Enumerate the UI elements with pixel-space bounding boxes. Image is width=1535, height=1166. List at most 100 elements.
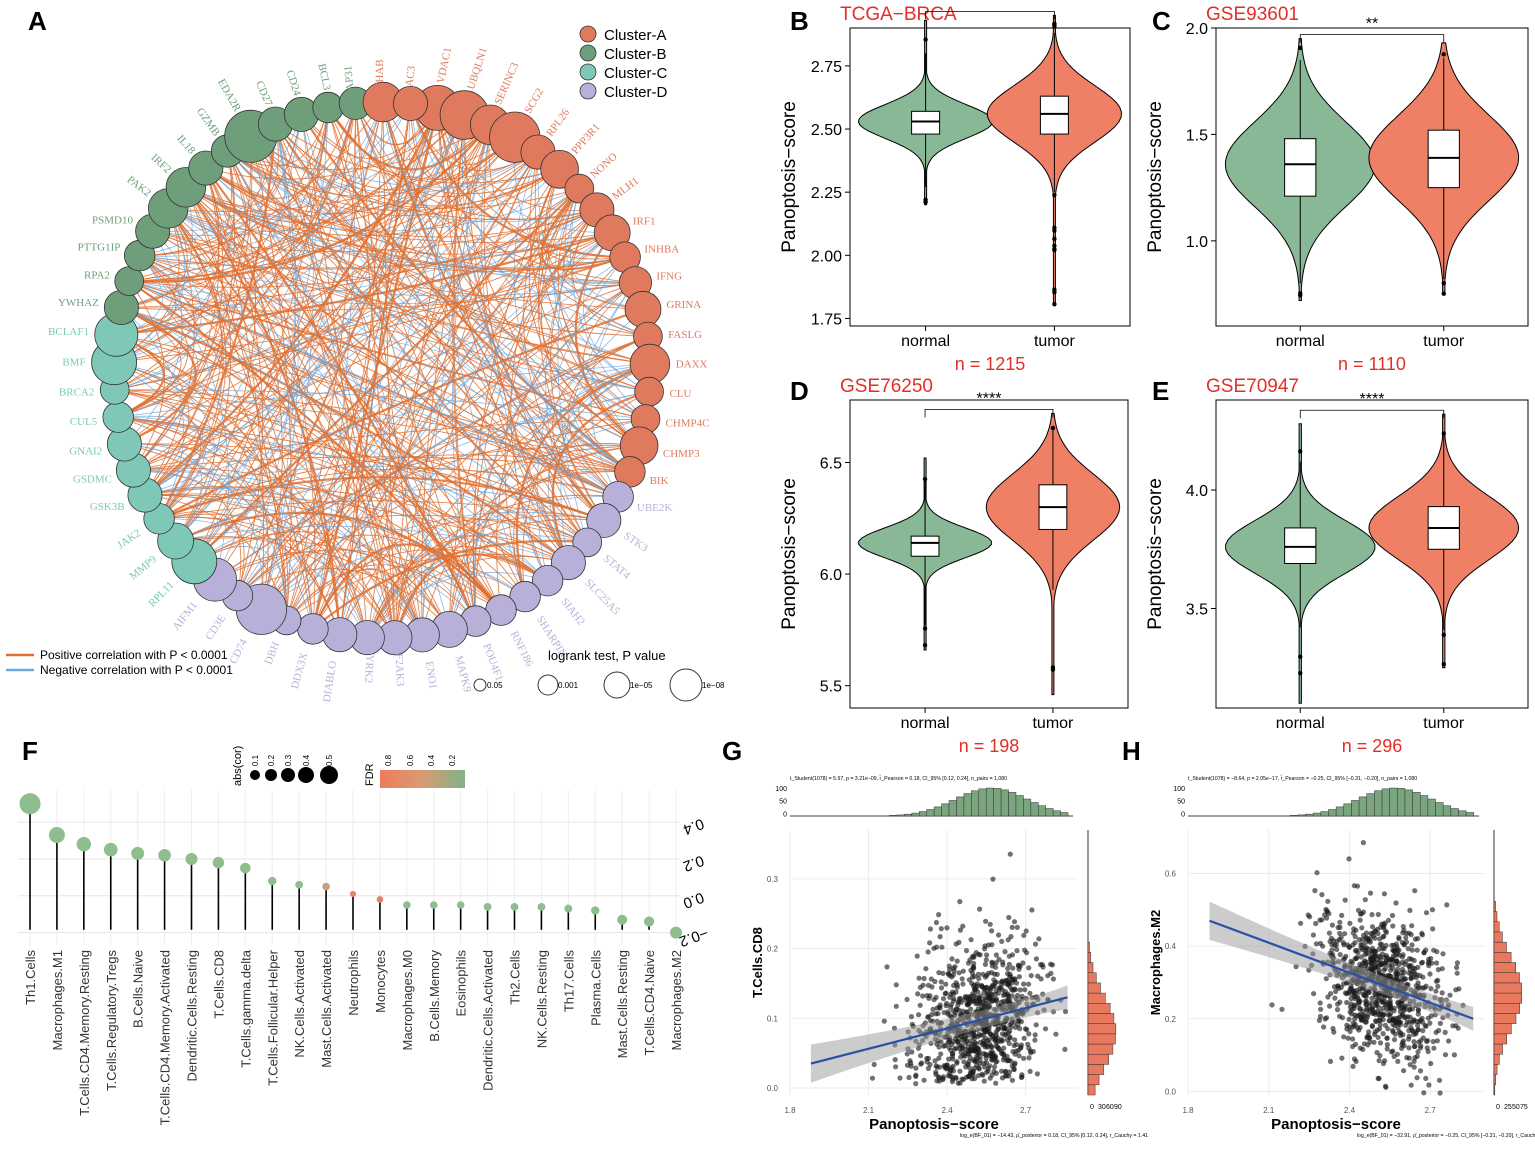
scatter-point <box>940 996 947 1002</box>
scatter-point <box>1348 958 1354 965</box>
abs-cor-dot-5 <box>320 766 338 784</box>
scatter-point <box>982 946 988 952</box>
network-edge <box>236 107 439 596</box>
outlier-point <box>1298 671 1303 676</box>
node-label-grina: GRINA <box>666 299 701 311</box>
network-edge <box>114 107 329 391</box>
x-tick-label-tumor: tumor <box>1423 333 1465 350</box>
scatter-point <box>1369 995 1375 1001</box>
scatter-point <box>1022 1026 1029 1032</box>
category-label-th2-cells: Th2.Cells <box>508 950 523 1005</box>
scatter-point <box>1348 985 1354 992</box>
node-label-bclaf1: BCLAF1 <box>48 326 89 338</box>
scatter-point <box>991 1068 997 1074</box>
significance-bracket <box>924 408 1054 418</box>
scatter-point <box>1048 961 1054 967</box>
scatter-point <box>1316 1017 1322 1024</box>
network-edge <box>504 209 598 597</box>
scatter-point <box>972 1043 978 1049</box>
scatter-point <box>1454 970 1460 976</box>
x-tick-label-normal: normal <box>901 715 950 732</box>
scatter-point <box>1327 1003 1333 1009</box>
network-edge <box>114 256 626 391</box>
size-legend: logrank test, P value 0.05 0.001 1e−05 1… <box>473 648 725 702</box>
scatter-point <box>942 1043 948 1049</box>
scatter-point <box>1006 914 1012 921</box>
top-hist-bar <box>993 788 1002 817</box>
scatter-point <box>988 1043 994 1049</box>
scatter-point <box>918 1053 924 1059</box>
network-edge <box>462 114 605 521</box>
top-hist-bar <box>1374 790 1383 817</box>
scatter-point <box>913 1081 919 1087</box>
scatter-point <box>1360 840 1366 846</box>
network-edge <box>548 443 640 543</box>
network-edge <box>144 488 477 622</box>
category-label-macrophages-m2: Macrophages.M2 <box>669 950 684 1050</box>
top-hist-bar <box>1290 815 1299 817</box>
scatter-point <box>1006 1069 1013 1075</box>
node-label-diablo: DIABLO <box>321 660 339 703</box>
scatter-point <box>999 1068 1005 1074</box>
side-hist-bar <box>1087 1064 1105 1075</box>
abs-cor-dot-3 <box>281 768 295 782</box>
scatter-point <box>1014 948 1020 954</box>
lollipop-dot-plasma-cells <box>591 906 600 915</box>
lollipop-dot-th1-cells <box>19 793 41 815</box>
scatter-point <box>1363 1019 1369 1025</box>
scatter-point <box>1428 1013 1434 1019</box>
scatter-point <box>966 977 972 983</box>
scatter-point <box>1430 1038 1436 1045</box>
scatter-point <box>1358 1017 1364 1023</box>
scatter-point <box>1395 1058 1401 1064</box>
outlier-point <box>1052 301 1057 307</box>
scatter-point <box>909 1049 915 1055</box>
scatter-point <box>1435 967 1441 973</box>
network-edge <box>513 151 619 498</box>
scatter-point <box>1319 917 1325 923</box>
scatter-point <box>1396 952 1402 958</box>
network-edge <box>118 363 650 418</box>
network-edge <box>133 136 252 471</box>
scatter-point <box>939 944 945 950</box>
network-edge <box>185 186 626 268</box>
scatter-point <box>940 970 946 977</box>
scatter-point <box>1380 1060 1387 1067</box>
scatter-point <box>1033 956 1039 962</box>
side-hist-bar <box>1493 1064 1498 1075</box>
node-label-pou4f1: POU4F1 <box>480 642 505 683</box>
network-edge <box>537 152 640 447</box>
legend-positive-label: Positive correlation with P < 0.0001 <box>40 648 228 662</box>
network-edge <box>129 103 356 282</box>
node-label-pak2: PAK2 <box>125 174 153 200</box>
x-tick-label: 1.8 <box>784 1106 796 1115</box>
scatter-point <box>1383 958 1389 964</box>
scatter-point <box>933 1063 939 1069</box>
scatter-point <box>1417 1045 1424 1051</box>
scatter-point <box>965 1044 971 1050</box>
scatter-point <box>1001 1054 1008 1061</box>
network-edge <box>250 136 569 563</box>
node-label-ifng: IFNG <box>656 271 682 283</box>
scatter-point <box>1455 1025 1461 1031</box>
scatter-point <box>978 1003 985 1009</box>
scatter-point <box>959 976 965 982</box>
side-hist-bar <box>1087 982 1101 994</box>
scatter-point <box>1412 936 1418 942</box>
scatter-point <box>1411 1039 1417 1045</box>
scatter-point <box>1370 930 1376 936</box>
scatter-point <box>994 1035 1000 1041</box>
network-edge <box>483 124 569 563</box>
scatter-point <box>1323 906 1329 913</box>
network-edge <box>168 208 650 392</box>
network-edge <box>250 135 597 223</box>
scatter-point <box>1003 1026 1009 1032</box>
network-edge <box>113 208 180 363</box>
scatter-point <box>1362 952 1368 958</box>
network-edge <box>113 361 314 630</box>
scatter-point <box>983 957 989 963</box>
scatter-point <box>1396 947 1402 953</box>
scatter-point <box>1392 1031 1398 1037</box>
scatter-point <box>956 970 962 976</box>
